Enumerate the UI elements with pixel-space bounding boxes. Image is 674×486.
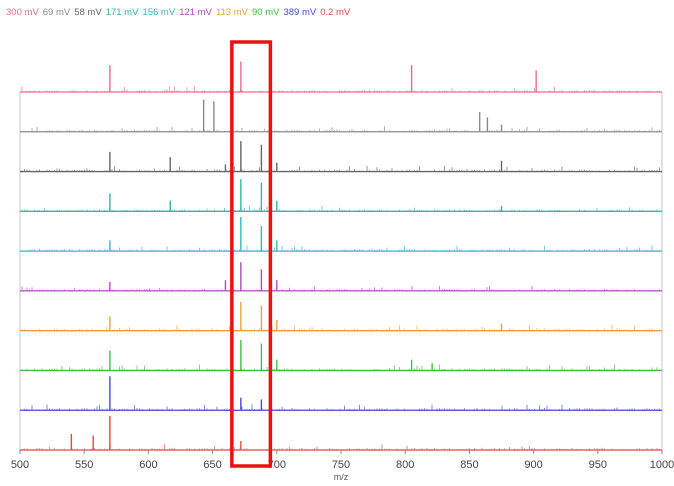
legend-item: 171 mV — [105, 7, 139, 18]
series-noise — [21, 86, 660, 92]
series-noise — [21, 165, 660, 172]
legend-item: 58 mV — [74, 7, 102, 18]
x-tick-label: 750 — [332, 459, 350, 471]
x-axis-label: m/z — [334, 472, 349, 482]
x-tick-label: 800 — [396, 459, 414, 471]
series-noise — [21, 444, 660, 450]
legend-item: 389 mV — [283, 7, 317, 18]
x-axis: 500 550 600 650 700 750 800 850 900 950 1000 — [11, 450, 674, 471]
legend-item: 121 mV — [179, 7, 212, 18]
highlight-box — [230, 40, 273, 468]
x-tick-label: 850 — [460, 459, 478, 471]
x-tick-label: 650 — [203, 459, 221, 471]
series-noise — [21, 364, 660, 371]
legend-item: 0.2 mV — [320, 7, 351, 18]
legend-item: 300 mV — [6, 7, 39, 18]
spectra-group — [19, 61, 663, 451]
x-tick-label: 550 — [75, 459, 93, 471]
legend-item: 69 mV — [42, 7, 71, 18]
series-noise — [21, 126, 660, 132]
plot-frame — [19, 91, 663, 451]
x-tick-label: 700 — [268, 459, 286, 471]
series-noise — [21, 245, 660, 252]
x-tick-label: 600 — [139, 459, 157, 471]
x-tick-label: 900 — [524, 459, 542, 471]
x-tick-label: 500 — [11, 459, 29, 471]
series-noise — [21, 285, 660, 291]
legend-item: 90 mV — [251, 7, 280, 18]
x-tick-label: 1000 — [650, 459, 674, 471]
legend-item: 156 mV — [142, 7, 176, 18]
series-noise — [21, 205, 660, 212]
x-tick-label: 950 — [589, 459, 607, 471]
chart-legend: 300 mV 69 mV 58 mV 171 mV 156 mV 121 mV 113 mV… — [6, 7, 354, 18]
series-noise — [21, 404, 660, 411]
legend-item: 113 mV — [215, 7, 248, 18]
series-noise — [21, 324, 660, 331]
